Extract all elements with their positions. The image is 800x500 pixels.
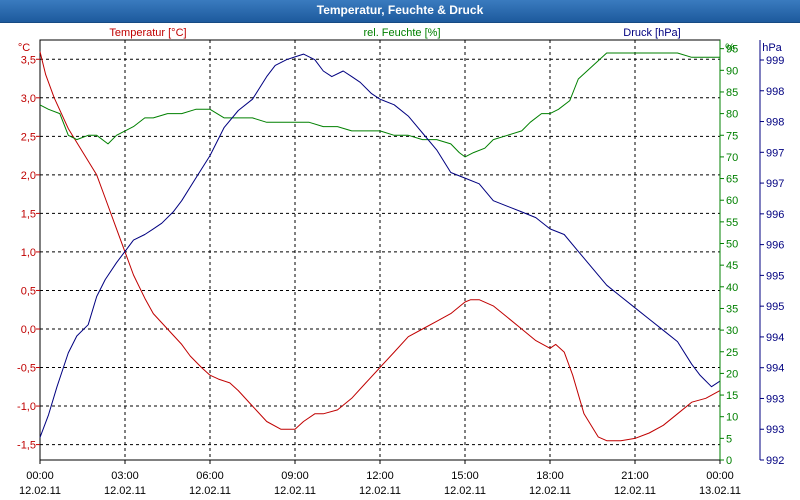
x-tick-time: 00:00 [26, 470, 54, 482]
pressure-tick-label: 993 [766, 424, 784, 436]
x-tick-date: 13.02.11 [699, 485, 741, 497]
chart: 00:00 12.02.11 03:00 12.02.11 06:00 12.02.11 0… [17, 27, 784, 497]
x-tick-date: 12.02.11 [614, 485, 656, 497]
temperature-tick-label: 3,5 [21, 54, 36, 66]
pressure-unit-label: hPa [762, 42, 782, 54]
humidity-tick-label: 20 [726, 368, 738, 380]
x-tick-date: 12.02.11 [19, 485, 61, 497]
pressure-tick-label: 993 [766, 393, 784, 405]
temperature-tick-label: -1,0 [17, 401, 36, 413]
temperature-tick-label: 0,0 [21, 324, 36, 336]
temperature-tick-label: -1,5 [17, 440, 36, 452]
humidity-tick-label: 90 [726, 65, 738, 77]
humidity-unit-label: % [725, 42, 735, 54]
pressure-tick-label: 999 [766, 55, 784, 67]
humidity-tick-label: 75 [726, 130, 738, 142]
humidity-tick-label: 95 [726, 44, 738, 56]
humidity-tick-label: 5 [726, 433, 732, 445]
temperature-tick-label: 2,5 [21, 131, 36, 143]
series-line-humidity [39, 52, 720, 158]
x-tick-time: 09:00 [281, 470, 309, 482]
humidity-tick-label: 50 [726, 239, 738, 251]
temperature-tick-label: 0,5 [21, 285, 36, 297]
humidity-tick-label: 65 [726, 174, 738, 186]
humidity-tick-label: 10 [726, 412, 738, 424]
humidity-tick-label: 35 [726, 303, 738, 315]
x-tick-date: 12.02.11 [104, 485, 146, 497]
chart-title: Temperatur, Feuchte & Druck [316, 3, 484, 17]
x-tick-date: 12.02.11 [274, 485, 316, 497]
x-tick-time: 06:00 [196, 470, 224, 482]
pressure-tick-label: 998 [766, 117, 784, 129]
pressure-tick-label: 995 [766, 301, 784, 313]
axes: 00:00 12.02.11 03:00 12.02.11 06:00 12.02.11 0… [17, 40, 784, 497]
x-tick-time: 21:00 [621, 470, 649, 482]
grid [40, 40, 720, 460]
x-tick-date: 12.02.11 [444, 485, 486, 497]
humidity-tick-label: 85 [726, 87, 738, 99]
humidity-tick-label: 0 [726, 455, 732, 467]
pressure-tick-label: 998 [766, 86, 784, 98]
pressure-tick-label: 997 [766, 178, 784, 190]
series-lines [39, 51, 721, 442]
temperature-tick-label: 1,0 [21, 247, 36, 259]
chart-title-bar: Temperatur, Feuchte & Druck [0, 0, 800, 23]
series-line-temperature [39, 51, 721, 442]
humidity-tick-label: 15 [726, 390, 738, 402]
pressure-tick-label: 992 [766, 455, 784, 467]
humidity-legend-label: rel. Feuchte [%] [363, 27, 440, 39]
humidity-tick-label: 45 [726, 260, 738, 272]
x-tick-time: 18:00 [536, 470, 564, 482]
pressure-tick-label: 994 [766, 332, 784, 344]
temperature-tick-label: -0,5 [17, 363, 36, 375]
x-tick-time: 12:00 [366, 470, 394, 482]
temperature-tick-label: 3,0 [21, 93, 36, 105]
series-line-pressure [39, 53, 721, 438]
x-tick-time: 15:00 [451, 470, 479, 482]
humidity-tick-label: 60 [726, 195, 738, 207]
pressure-tick-label: 997 [766, 147, 784, 159]
x-tick-date: 12.02.11 [529, 485, 571, 497]
pressure-tick-label: 996 [766, 240, 784, 252]
humidity-tick-label: 40 [726, 282, 738, 294]
pressure-tick-label: 995 [766, 270, 784, 282]
humidity-tick-label: 70 [726, 152, 738, 164]
pressure-tick-label: 996 [766, 209, 784, 221]
x-tick-time: 00:00 [706, 470, 734, 482]
pressure-tick-label: 994 [766, 363, 784, 375]
temperature-legend-label: Temperatur [°C] [109, 27, 186, 39]
x-tick-time: 03:00 [111, 470, 139, 482]
pressure-legend-label: Druck [hPa] [623, 27, 680, 39]
temperature-tick-label: 2,0 [21, 170, 36, 182]
humidity-tick-label: 80 [726, 109, 738, 121]
x-tick-date: 12.02.11 [189, 485, 231, 497]
x-tick-date: 12.02.11 [359, 485, 401, 497]
temperature-unit-label: °C [18, 42, 30, 54]
humidity-tick-label: 30 [726, 325, 738, 337]
temperature-tick-label: 1,5 [21, 208, 36, 220]
humidity-tick-label: 25 [726, 347, 738, 359]
humidity-tick-label: 55 [726, 217, 738, 229]
